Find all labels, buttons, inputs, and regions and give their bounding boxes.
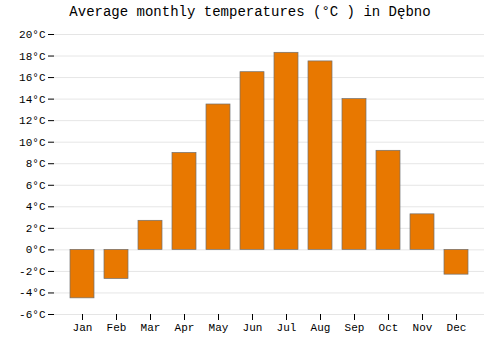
svg-text:4°C: 4°C — [26, 201, 46, 213]
svg-text:Feb: Feb — [107, 322, 127, 334]
svg-text:20°C: 20°C — [19, 29, 46, 41]
svg-text:Aug: Aug — [311, 322, 331, 334]
svg-text:Jun: Jun — [243, 322, 263, 334]
svg-text:6°C: 6°C — [26, 180, 46, 192]
svg-text:14°C: 14°C — [19, 94, 46, 106]
svg-text:18°C: 18°C — [19, 51, 46, 63]
svg-text:Nov: Nov — [413, 322, 433, 334]
html-text:Average monthly temperatures (: Average monthly temperatures (°C ) in Dę… — [69, 4, 431, 20]
svg-text:10°C: 10°C — [19, 137, 46, 149]
svg-text:16°C: 16°C — [19, 72, 46, 84]
svg-text:Jul: Jul — [277, 322, 297, 334]
svg-text:Oct: Oct — [379, 322, 399, 334]
svg-text:8°C: 8°C — [26, 158, 46, 170]
svg-text:2°C: 2°C — [26, 223, 46, 235]
svg-text:-6°C: -6°C — [19, 309, 46, 321]
svg-text:12°C: 12°C — [19, 115, 46, 127]
svg-text:0°C: 0°C — [26, 244, 46, 256]
svg-text:Jan: Jan — [73, 322, 93, 334]
svg-text:-4°C: -4°C — [19, 287, 46, 299]
svg-text:May: May — [209, 322, 229, 334]
svg-text:Dec: Dec — [447, 322, 467, 334]
svg-text:-2°C: -2°C — [19, 266, 46, 278]
svg-text:Mar: Mar — [141, 322, 161, 334]
svg-text:Sep: Sep — [345, 322, 365, 334]
svg-text:Apr: Apr — [175, 322, 195, 334]
